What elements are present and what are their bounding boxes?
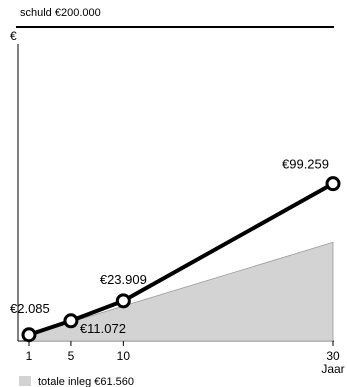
data-label: €23.909 (100, 272, 147, 287)
legend-total-contribution: totale inleg €61.560 (38, 376, 134, 387)
data-point (115, 293, 131, 309)
x-tick-label: 5 (68, 349, 75, 363)
y-axis-unit: € (10, 29, 17, 43)
data-point (325, 176, 341, 192)
x-axis-unit: Jaar (321, 362, 344, 376)
savings-series-line (27, 181, 335, 337)
x-tick-label: 1 (26, 349, 33, 363)
legend-swatch (19, 376, 31, 386)
data-point (21, 327, 37, 343)
x-tick-label: 30 (326, 349, 340, 363)
data-label: €2.085 (10, 301, 50, 316)
data-label: €11.072 (80, 321, 126, 336)
x-tick-label: 10 (117, 349, 131, 363)
debt-label: schuld €200.000 (20, 7, 101, 19)
data-point (63, 313, 79, 329)
data-label: €99.259 (282, 157, 329, 172)
